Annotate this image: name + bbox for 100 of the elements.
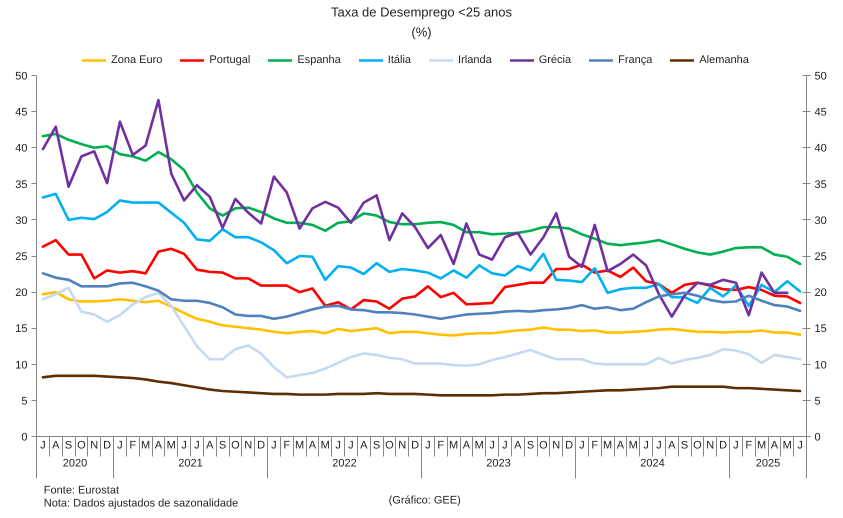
y2-tick-label: 0 xyxy=(814,432,821,444)
y2-tick-label: 20 xyxy=(814,287,827,300)
x-tick-label: J xyxy=(656,440,662,452)
source-note: Fonte: Eurostat xyxy=(44,484,120,496)
legend-label: Alemanha xyxy=(699,54,749,66)
x-tick-label: A xyxy=(616,440,625,452)
x-tick-label: J xyxy=(181,440,187,452)
x-tick-label: A xyxy=(462,440,471,452)
x2-tick-label: 2025 xyxy=(756,458,780,470)
x-tick-label: J xyxy=(425,440,431,452)
line-series xyxy=(42,192,802,308)
x-tick-label: N xyxy=(90,440,98,452)
y2-tick-label: 5 xyxy=(814,395,821,408)
x2-tick-label: 2024 xyxy=(640,458,665,470)
line-series xyxy=(42,272,802,320)
line-series xyxy=(42,286,802,379)
x-tick-label: M xyxy=(474,440,484,452)
chart-subtitle: (%) xyxy=(411,24,432,40)
x-tick-label: A xyxy=(154,440,163,452)
x-tick-label: J xyxy=(40,440,46,452)
x-tick-label: J xyxy=(335,440,341,452)
y-tick-label: 25 xyxy=(15,251,28,263)
x-tick-label: M xyxy=(603,440,612,452)
x-tick-label: O xyxy=(77,440,86,452)
legend-label: Zona Euro xyxy=(111,54,162,66)
y-tick-label: 0 xyxy=(21,432,28,444)
x-tick-label: J xyxy=(733,440,739,452)
line-series xyxy=(42,238,802,311)
x-tick-label: J xyxy=(194,440,200,452)
x2-tick-label: 2020 xyxy=(62,458,88,470)
x-tick-label: F xyxy=(437,440,444,452)
y-tick-label: 45 xyxy=(15,106,28,119)
y2-tick-label: 40 xyxy=(814,142,827,155)
x-tick-label: J xyxy=(348,440,354,452)
x-tick-label: A xyxy=(308,440,317,452)
y2-tick-label: 10 xyxy=(814,359,827,372)
legend-label: França xyxy=(618,54,652,66)
y-tick-label: 30 xyxy=(15,214,28,227)
y-tick-label: 20 xyxy=(15,287,28,300)
x-tick-label: J xyxy=(643,440,649,452)
x-tick-label: F xyxy=(283,440,290,452)
x-tick-label: S xyxy=(526,440,534,452)
y2-tick-label: 15 xyxy=(814,323,827,336)
x-tick-label: J xyxy=(579,440,585,452)
x-tick-label: A xyxy=(770,440,779,452)
y-tick-label: 40 xyxy=(15,142,28,155)
x-tick-label: A xyxy=(206,440,214,452)
text: Nota: Dados ajustados de sazonalidade xyxy=(44,498,238,510)
x-tick-label: S xyxy=(64,440,72,452)
x-tick-label: D xyxy=(719,440,728,452)
legend-label: Grécia xyxy=(538,54,572,66)
line-series xyxy=(42,98,789,318)
y2-tick-label: 45 xyxy=(814,106,827,119)
y2-tick-label: 50 xyxy=(814,70,827,82)
y2-tick-label: 30 xyxy=(814,214,827,227)
x-tick-label: M xyxy=(449,440,458,452)
x-tick-label: O xyxy=(693,440,702,452)
x-tick-label: J xyxy=(271,440,277,452)
y-tick-label: 35 xyxy=(15,178,28,191)
x-tick-label: J xyxy=(502,440,508,452)
x-tick-label: M xyxy=(295,440,304,452)
chart-title: Taxa de Desemprego <25 anos xyxy=(330,4,513,20)
text: (Gráfico: GEE) xyxy=(388,494,461,506)
x2-tick-label: 2021 xyxy=(178,458,203,470)
legend-label: Itália xyxy=(388,54,412,66)
x-tick-label: D xyxy=(257,440,266,452)
x-tick-label: D xyxy=(565,440,574,452)
x-tick-label: O xyxy=(539,440,548,452)
x-tick-label: N xyxy=(244,440,252,452)
legend-label: Irlanda xyxy=(458,54,492,66)
x-tick-label: S xyxy=(218,440,226,452)
x-tick-label: D xyxy=(411,440,420,452)
x-tick-label: S xyxy=(372,440,380,452)
x-tick-label: N xyxy=(398,440,406,452)
x-tick-label: J xyxy=(117,440,123,452)
x-tick-label: O xyxy=(231,440,240,452)
x-tick-label: M xyxy=(320,440,330,452)
x-tick-label: M xyxy=(141,440,150,452)
line-series xyxy=(42,374,802,397)
x-tick-label: M xyxy=(628,440,638,452)
y-tick-label: 50 xyxy=(15,70,28,82)
x-tick-label: M xyxy=(166,440,176,452)
legend-label: Portugal xyxy=(209,54,250,66)
x-tick-label: A xyxy=(52,440,60,452)
x2-tick-label: 2022 xyxy=(332,458,357,470)
x2-tick-label: 2023 xyxy=(486,458,511,470)
y2-tick-label: 25 xyxy=(814,251,827,263)
x-tick-label: F xyxy=(591,440,598,452)
line-series xyxy=(42,290,802,337)
y-tick-label: 10 xyxy=(15,359,28,372)
x-tick-label: A xyxy=(668,440,676,452)
y2-tick-label: 35 xyxy=(814,178,827,191)
x-tick-label: F xyxy=(745,440,752,452)
x-tick-label: J xyxy=(489,440,495,452)
x-tick-label: S xyxy=(680,440,688,452)
x-tick-label: A xyxy=(514,440,522,452)
x-tick-label: D xyxy=(103,440,112,452)
legend-label: Espanha xyxy=(297,54,341,66)
x-tick-label: N xyxy=(552,440,560,452)
x-tick-label: N xyxy=(706,440,714,452)
